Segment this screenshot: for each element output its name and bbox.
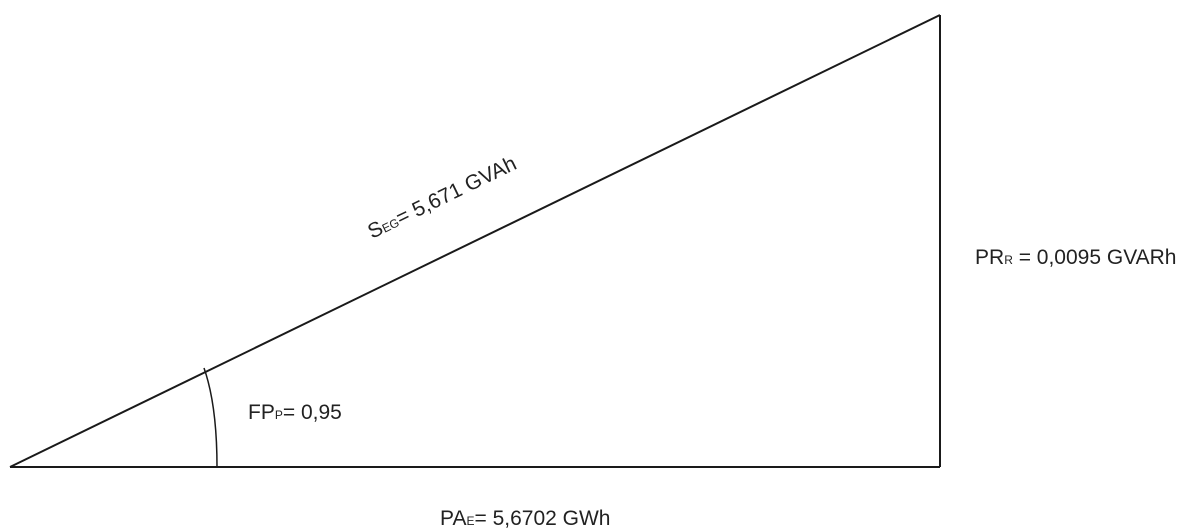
base-subscript: E bbox=[466, 514, 474, 528]
angle-label: FPP= 0,95 bbox=[248, 401, 342, 424]
hypotenuse-value: = 5,671 GVAh bbox=[392, 152, 520, 230]
base-label: PAE= 5,6702 GWh bbox=[440, 507, 610, 530]
vertical-side-subscript: R bbox=[1004, 253, 1013, 267]
vertical-side-label: PRR = 0,0095 GVARh bbox=[975, 246, 1177, 269]
vertical-side-value: = 0,0095 GVARh bbox=[1013, 246, 1177, 269]
base-value: = 5,6702 GWh bbox=[474, 507, 610, 530]
angle-arc bbox=[203, 367, 218, 468]
vertical-side-symbol: PR bbox=[975, 246, 1004, 269]
angle-value: = 0,95 bbox=[283, 401, 342, 424]
hypotenuse-subscript: EG bbox=[380, 215, 402, 235]
angle-symbol: FP bbox=[248, 401, 275, 424]
hypotenuse-line bbox=[9, 14, 941, 468]
angle-subscript: P bbox=[275, 408, 283, 422]
base-symbol: PA bbox=[440, 507, 466, 530]
